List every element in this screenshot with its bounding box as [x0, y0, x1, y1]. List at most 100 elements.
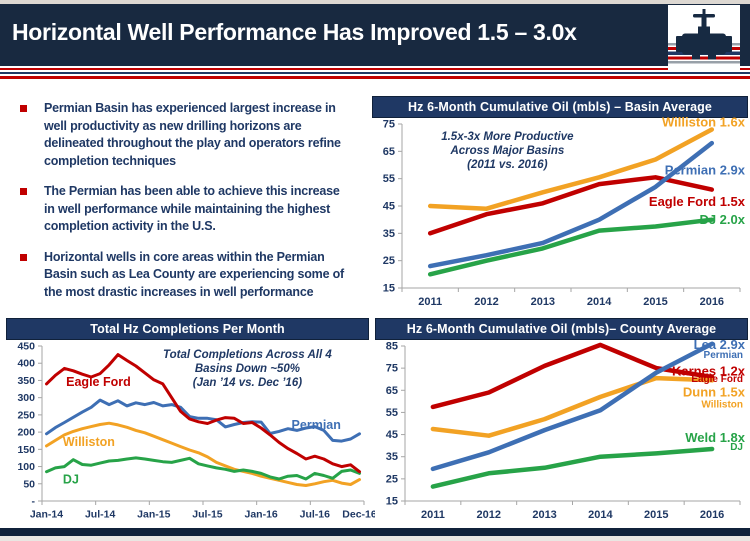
chart-panel-basin-average: Hz 6-Month Cumulative Oil (mbls) – Basin…	[372, 96, 748, 310]
y-tick-label: 65	[383, 146, 395, 158]
title-bar: Horizontal Well Performance Has Improved…	[0, 4, 750, 66]
y-tick-label: 15	[386, 496, 398, 508]
x-tick-label: 2015	[644, 509, 668, 521]
bullet-list: Permian Basin has experienced largest in…	[18, 100, 370, 314]
company-logo	[668, 5, 740, 72]
top-edge-strip	[0, 0, 750, 4]
x-tick-label: 2016	[700, 509, 724, 521]
bullet-item: The Permian has been able to achieve thi…	[18, 183, 370, 236]
series-line-dunn	[430, 375, 715, 438]
chart-panel-county-average: Hz 6-Month Cumulative Oil (mbls)– County…	[375, 318, 748, 526]
basin-average-chart: 75 65 55 45 35 25 15 2011 2012 2013 2014 2015 2016 DJ…	[383, 115, 746, 308]
y-tick-label: 35	[383, 228, 395, 240]
completions-chart: 450 400 350 300 250 200 150 100 50 -Jan-14 Jul-14 J…	[17, 341, 376, 521]
series-label-dunn: Dunn 1.5x	[683, 385, 746, 400]
y-tick-label: 55	[383, 173, 395, 185]
county-average-chart: 85 75 65 55 45 35 25 15 2011 2012 2013 2014 2015 2016…	[386, 337, 746, 521]
wellhead-valve-icon	[668, 5, 740, 72]
series-line-karnes	[430, 342, 715, 410]
series-label-weld: Weld 1.8x	[685, 430, 746, 445]
y-tick-label: -	[32, 496, 36, 508]
header-divider-stripes	[0, 66, 750, 79]
x-tick-label: Jul-15	[192, 509, 223, 521]
series-label-karnes: Karnes 1.2x	[672, 363, 746, 378]
chart-title-county-average: Hz 6-Month Cumulative Oil (mbls)– County…	[375, 318, 748, 340]
series-line-williston	[45, 421, 361, 487]
chart-annotation: Total Completions Across All 4	[163, 349, 332, 361]
bullet-text: The Permian has been able to achieve thi…	[44, 184, 340, 233]
y-tick-label: 200	[17, 427, 35, 439]
chart-annotation: Across Major Basins	[449, 145, 564, 157]
y-tick-label: 65	[386, 385, 398, 397]
series-label-eagle-ford: Eagle Ford 1.5x	[649, 194, 746, 209]
series-label-permian: Permian 2.9x	[665, 162, 746, 177]
bottom-edge-strip	[0, 536, 750, 541]
y-tick-label: 25	[386, 473, 398, 485]
chart-title-completions: Total Hz Completions Per Month	[6, 318, 369, 340]
page-title: Horizontal Well Performance Has Improved…	[12, 19, 577, 45]
x-tick-label: 2013	[532, 509, 556, 521]
series-line-weld	[430, 446, 715, 489]
y-tick-label: 150	[17, 444, 35, 456]
y-tick-label: 450	[17, 341, 35, 353]
series-label-dj: DJ	[63, 473, 79, 487]
x-tick-label: Dec-16	[342, 509, 377, 521]
y-tick-label: 55	[386, 407, 398, 419]
slide-content: Permian Basin has experienced largest in…	[0, 79, 750, 528]
series-sublabel-dj: DJ	[730, 442, 743, 453]
x-tick-label: 2012	[477, 509, 501, 521]
x-tick-label: Jul-14	[85, 509, 116, 521]
y-tick-label: 75	[386, 363, 398, 375]
series-sublabel-permian: Permian	[704, 350, 743, 361]
series-line-williston	[427, 127, 715, 211]
y-tick-label: 50	[23, 478, 35, 490]
x-tick-label: 2011	[418, 296, 442, 308]
bottom-bar	[0, 528, 750, 536]
bullet-item: Permian Basin has experienced largest in…	[18, 100, 370, 170]
y-tick-label: 15	[383, 283, 395, 295]
y-tick-label: 300	[17, 392, 35, 404]
bullet-square-icon	[20, 188, 27, 195]
chart-title-basin-average: Hz 6-Month Cumulative Oil (mbls) – Basin…	[372, 96, 748, 118]
series-label-lea: Lea 2.9x	[694, 337, 746, 352]
bullet-square-icon	[20, 253, 27, 261]
y-tick-label: 25	[383, 255, 395, 267]
series-line-dj	[427, 217, 715, 277]
x-tick-label: 2015	[643, 296, 667, 308]
series-label-permian: Permian	[292, 418, 341, 432]
y-tick-label: 75	[383, 119, 395, 131]
x-tick-label: 2013	[531, 296, 555, 308]
bullet-text: Horizontal wells in core areas within th…	[44, 249, 345, 299]
series-line-eagle-ford	[45, 353, 361, 474]
series-line-permian	[45, 398, 361, 443]
series-line-dj	[45, 456, 361, 481]
x-tick-label: Jan-14	[30, 509, 63, 521]
y-tick-label: 100	[17, 461, 35, 473]
chart-annotation: (2011 vs. 2016)	[467, 159, 548, 171]
x-tick-label: 2016	[700, 296, 724, 308]
y-tick-label: 35	[386, 451, 398, 463]
y-tick-label: 400	[17, 358, 35, 370]
series-line-lea	[430, 341, 715, 472]
chart-panel-completions: Total Hz Completions Per Month 450 400 350…	[6, 318, 377, 526]
chart-annotation: (Jan ’14 vs. Dec ’16)	[193, 377, 302, 389]
x-tick-label: 2014	[588, 509, 613, 521]
y-tick-label: 350	[17, 375, 35, 387]
x-tick-label: 2014	[587, 296, 612, 308]
series-line-permian	[427, 140, 715, 269]
series-label-williston: Williston	[63, 435, 115, 449]
x-tick-label: 2012	[474, 296, 498, 308]
y-tick-label: 85	[386, 341, 398, 353]
y-tick-label: 250	[17, 409, 35, 421]
bullet-item: Horizontal wells in core areas within th…	[18, 249, 370, 302]
bullet-square-icon	[20, 105, 27, 112]
y-tick-label: 45	[383, 201, 395, 213]
x-tick-label: 2011	[421, 509, 445, 521]
x-tick-label: Jul-16	[300, 509, 331, 521]
series-sublabel-eagle-ford: Eagle Ford	[691, 374, 743, 385]
x-tick-label: Jan-16	[244, 509, 277, 521]
bullet-text: Permian Basin has experienced largest in…	[44, 101, 341, 168]
series-label-williston: Williston 1.6x	[662, 115, 746, 130]
series-label-eagle-ford: Eagle Ford	[66, 375, 131, 389]
